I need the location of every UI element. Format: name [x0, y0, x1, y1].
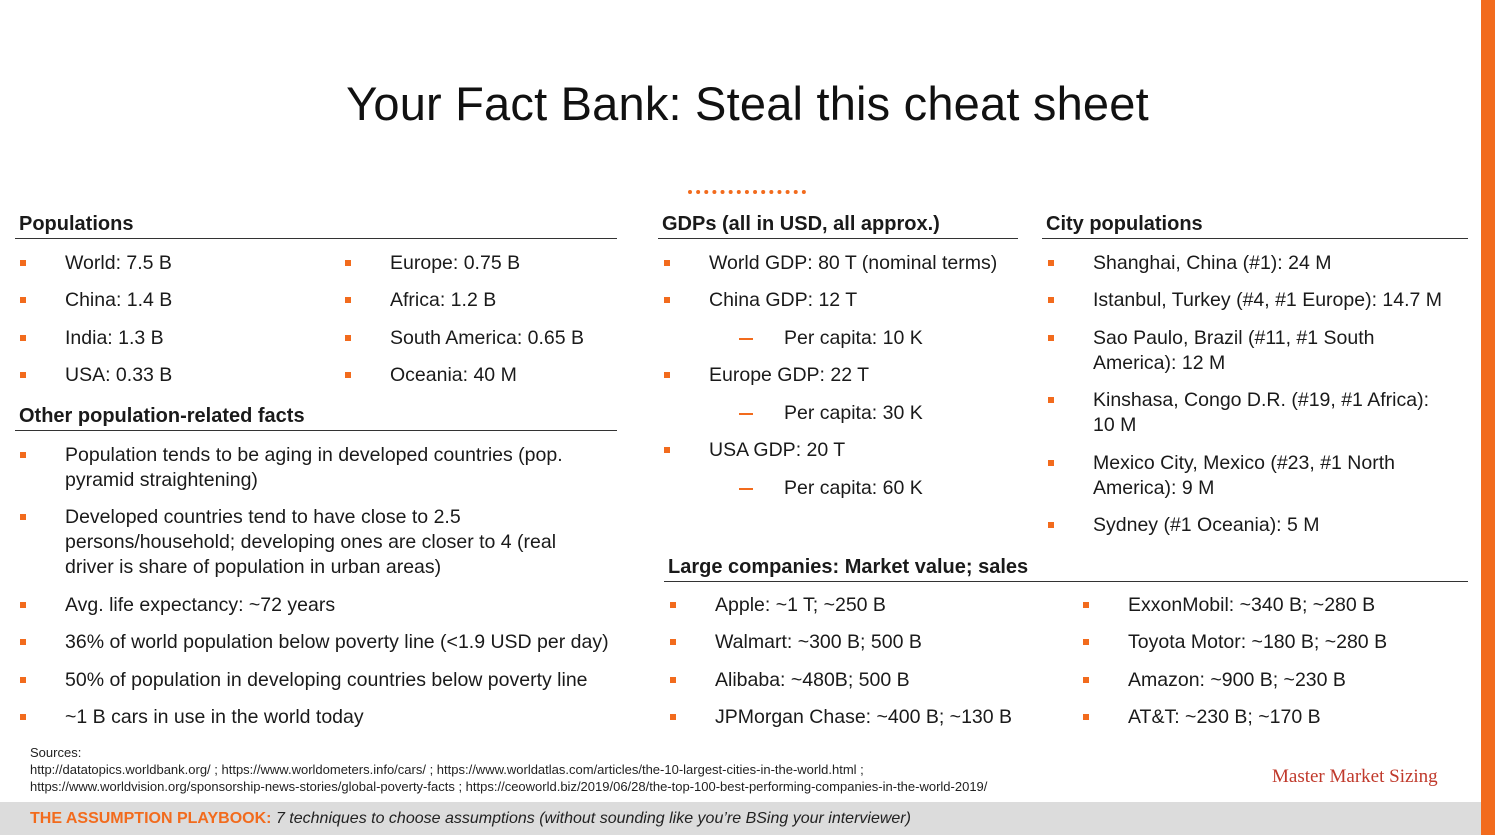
- list-item: USA GDP: 20 T: [709, 439, 846, 461]
- list-item: Kinshasa, Congo D.R. (#19, #1 Africa): 10…: [1093, 389, 1430, 436]
- list-item: 36% of world population below poverty li…: [65, 631, 609, 653]
- brand-logo-text: Master Market Sizing: [1272, 766, 1438, 787]
- list-item: Amazon: ~900 B; ~230 B: [1128, 669, 1346, 691]
- bullet-icon: [670, 602, 676, 608]
- bullet-icon: [1048, 460, 1054, 466]
- list-item: AT&T: ~230 B; ~170 B: [1128, 706, 1321, 728]
- bullet-icon: [345, 372, 351, 378]
- footer-strong: THE ASSUMPTION PLAYBOOK:: [30, 810, 272, 827]
- list-item: Sydney (#1 Oceania): 5 M: [1093, 514, 1320, 536]
- bullet-icon: [1048, 397, 1054, 403]
- gdp-heading: GDPs (all in USD, all approx.): [658, 212, 1018, 239]
- list-item: USA: 0.33 B: [65, 364, 173, 386]
- list-item: World: 7.5 B: [65, 252, 172, 274]
- dash-icon: [739, 413, 753, 415]
- city-heading: City populations: [1042, 212, 1468, 239]
- companies-header: Large companies: Market value; sales: [664, 555, 1468, 582]
- list-item: 50% of population in developing countrie…: [65, 669, 588, 691]
- list-item: ExxonMobil: ~340 B; ~280 B: [1128, 594, 1376, 616]
- bullet-icon: [345, 335, 351, 341]
- sources-label: Sources:: [30, 745, 82, 760]
- bullet-icon: [1048, 297, 1054, 303]
- bullet-icon: [20, 639, 26, 645]
- bullet-icon: [20, 452, 26, 458]
- dash-icon: [739, 338, 753, 340]
- list-item: ~1 B cars in use in the world today: [65, 706, 364, 728]
- gdp-header: GDPs (all in USD, all approx.): [658, 212, 1018, 239]
- list-item: Walmart: ~300 B; 500 B: [715, 631, 922, 653]
- bullet-icon: [20, 335, 26, 341]
- bullet-icon: [20, 260, 26, 266]
- bullet-icon: [670, 639, 676, 645]
- bullet-icon: [345, 297, 351, 303]
- list-item: South America: 0.65 B: [390, 327, 585, 349]
- list-subitem: Per capita: 30 K: [784, 402, 923, 424]
- list-subitem: Per capita: 60 K: [784, 477, 923, 499]
- footer-text: THE ASSUMPTION PLAYBOOK: 7 techniques to…: [30, 810, 911, 828]
- list-item: Population tends to be aging in develope…: [65, 444, 563, 491]
- list-item: Mexico City, Mexico (#23, #1 North Americ…: [1093, 452, 1395, 499]
- list-item: Avg. life expectancy: ~72 years: [65, 594, 336, 616]
- list-item: Oceania: 40 M: [390, 364, 517, 386]
- bullet-icon: [670, 714, 676, 720]
- city-header: City populations: [1042, 212, 1468, 239]
- accent-side-bar: [1481, 0, 1495, 835]
- list-item: JPMorgan Chase: ~400 B; ~130 B: [715, 706, 1013, 728]
- list-item: Africa: 1.2 B: [390, 289, 497, 311]
- bullet-icon: [20, 372, 26, 378]
- list-item: Shanghai, China (#1): 24 M: [1093, 252, 1332, 274]
- footer-bar: THE ASSUMPTION PLAYBOOK: 7 techniques to…: [0, 802, 1481, 835]
- bullet-icon: [664, 260, 670, 266]
- list-item: World GDP: 80 T (nominal terms): [709, 252, 998, 274]
- list-item: China: 1.4 B: [65, 289, 173, 311]
- bullet-icon: [20, 514, 26, 520]
- bullet-icon: [20, 714, 26, 720]
- sources-line[interactable]: https://www.worldvision.org/sponsorship-…: [30, 779, 988, 794]
- footer-tagline: 7 techniques to choose assumptions (with…: [275, 810, 911, 827]
- list-item: Alibaba: ~480B; 500 B: [715, 669, 910, 691]
- sources-block: Sources: http://datatopics.worldbank.org…: [30, 744, 987, 795]
- bullet-icon: [664, 447, 670, 453]
- other-facts-header: Other population-related facts: [15, 404, 617, 431]
- list-item: Developed countries tend to have close t…: [65, 506, 557, 578]
- list-item: Europe GDP: 22 T: [709, 364, 870, 386]
- populations-header: Populations: [15, 212, 617, 239]
- bullet-icon: [1083, 714, 1089, 720]
- list-item: Istanbul, Turkey (#4, #1 Europe): 14.7 M: [1093, 289, 1443, 311]
- bullet-icon: [670, 677, 676, 683]
- page-title: Your Fact Bank: Steal this cheat sheet: [346, 77, 1149, 130]
- bullet-icon: [345, 260, 351, 266]
- sources-line[interactable]: http://datatopics.worldbank.org/ ; https…: [30, 762, 864, 777]
- bullet-icon: [1048, 522, 1054, 528]
- bullet-icon: [1048, 260, 1054, 266]
- companies-heading: Large companies: Market value; sales: [664, 555, 1468, 582]
- bullet-icon: [20, 602, 26, 608]
- populations-heading: Populations: [15, 212, 617, 239]
- other-facts-heading: Other population-related facts: [15, 404, 617, 431]
- dotted-divider: [688, 190, 806, 194]
- bullet-icon: [1083, 677, 1089, 683]
- list-item: Europe: 0.75 B: [390, 252, 521, 274]
- list-item: India: 1.3 B: [65, 327, 164, 349]
- list-item: Apple: ~1 T; ~250 B: [715, 594, 886, 616]
- bullet-icon: [1048, 335, 1054, 341]
- bullet-icon: [664, 372, 670, 378]
- list-subitem: Per capita: 10 K: [784, 327, 923, 349]
- list-item: Sao Paulo, Brazil (#11, #1 South America)…: [1093, 327, 1375, 374]
- bullet-icon: [1083, 602, 1089, 608]
- bullet-icon: [1083, 639, 1089, 645]
- list-item: China GDP: 12 T: [709, 289, 858, 311]
- dash-icon: [739, 488, 753, 490]
- bullet-icon: [20, 297, 26, 303]
- list-item: Toyota Motor: ~180 B; ~280 B: [1128, 631, 1388, 653]
- bullet-icon: [20, 677, 26, 683]
- bullet-icon: [664, 297, 670, 303]
